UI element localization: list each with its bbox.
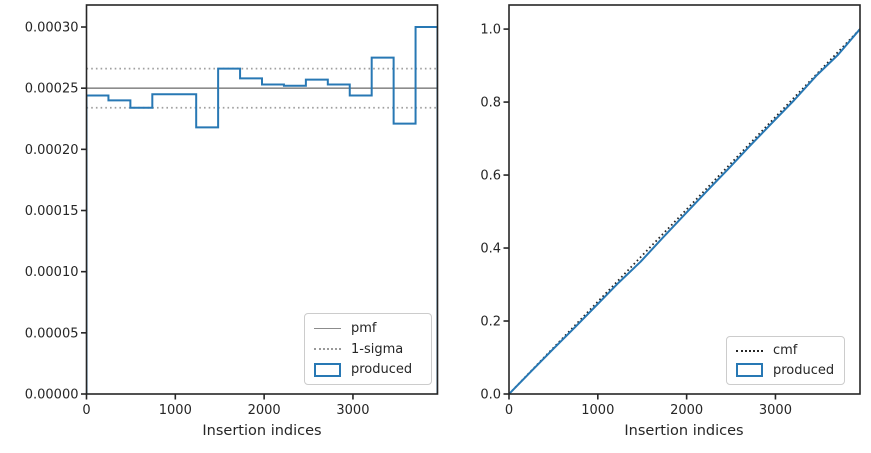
y-axis: 0.00000 0.00005 0.00010 0.00015 0.00020 0.000…: [25, 21, 87, 403]
produced-rect-swatch: [314, 362, 341, 377]
legend-label-1-sigma: 1-sigma: [351, 341, 404, 357]
legend-right: cmf produced: [726, 336, 845, 385]
x-tick-label: 3000: [336, 403, 369, 418]
x-tick-label: 2000: [248, 403, 281, 418]
y-tick-label: 0.00020: [25, 143, 79, 158]
legend-item-1-sigma: 1-sigma: [314, 339, 422, 360]
y-tick-label: 0.00010: [25, 265, 79, 280]
y-tick-label: 0.0: [480, 388, 501, 403]
cmf-line-swatch: [736, 349, 763, 352]
x-axis: 0 1000 2000 3000: [505, 394, 792, 418]
x-tick-label: 0: [505, 403, 513, 418]
x-tick-label: 3000: [759, 403, 792, 418]
pmf-line-swatch: [314, 327, 341, 329]
y-tick-label: 0.6: [480, 169, 501, 184]
y-tick-label: 0.00025: [25, 82, 79, 97]
legend-item-pmf: pmf: [314, 318, 422, 339]
y-tick-label: 0.8: [480, 96, 501, 111]
x-axis-label-left: Insertion indices: [202, 423, 322, 439]
x-tick-label: 2000: [670, 403, 703, 418]
y-tick-label: 0.2: [480, 315, 501, 330]
x-tick-label: 0: [82, 403, 90, 418]
legend-label-pmf: pmf: [351, 320, 377, 336]
cmf-panel-data-area: [509, 28, 860, 394]
legend-item-produced-left: produced: [314, 359, 422, 380]
legend-item-produced-right: produced: [736, 361, 835, 381]
x-axis-label-right: Insertion indices: [624, 423, 744, 439]
produced-step-line: [86, 26, 438, 394]
y-tick-label: 0.00030: [25, 21, 79, 36]
legend-label-cmf: cmf: [773, 343, 798, 359]
x-tick-label: 1000: [581, 403, 614, 418]
pmf-panel-data-area: [86, 26, 438, 394]
y-tick-label: 1.0: [480, 23, 501, 38]
axes-spines: [508, 4, 861, 395]
produced-rect-swatch: [736, 363, 763, 378]
y-tick-label: 0.00000: [25, 388, 79, 403]
right-plot: 0 1000 2000 3000 0.0 0.2 0.4 0.6 0.8 1.0: [480, 4, 861, 418]
y-axis: 0.0 0.2 0.4 0.6 0.8 1.0: [480, 23, 509, 403]
legend-label-produced-right: produced: [773, 362, 835, 378]
legend-item-cmf: cmf: [736, 341, 835, 361]
x-tick-label: 1000: [159, 403, 192, 418]
sigma-line-swatch: [314, 348, 341, 350]
cmf-line: [509, 28, 860, 394]
x-axis: 0 1000 2000 3000: [82, 394, 369, 418]
produced-cdf-line: [509, 28, 860, 394]
legend-label-produced-left: produced: [351, 362, 413, 378]
axes-spines: [85, 4, 439, 395]
left-plot: 0 1000 2000 3000 0.00000 0.00005 0.00010 0.0001…: [25, 4, 439, 418]
y-tick-label: 0.4: [480, 242, 501, 257]
legend-left: pmf 1-sigma produced: [304, 313, 432, 385]
y-tick-label: 0.00005: [25, 326, 79, 341]
y-tick-label: 0.00015: [25, 204, 79, 219]
